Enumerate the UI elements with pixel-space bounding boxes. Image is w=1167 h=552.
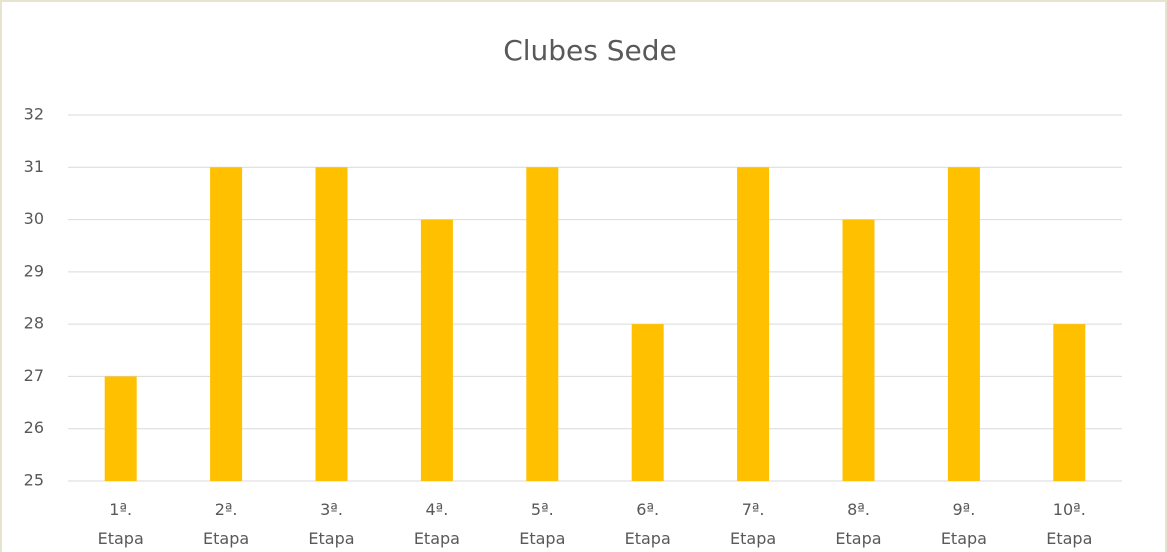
x-tick-label: 3ª. Etapa <box>308 500 354 548</box>
x-tick-label-line: Etapa <box>625 529 671 548</box>
x-tick-label: 10ª. Etapa <box>1046 500 1092 548</box>
bar <box>526 167 559 482</box>
bar <box>420 219 453 482</box>
x-tick-label: 8ª. Etapa <box>835 500 881 548</box>
bar <box>104 376 137 481</box>
y-tick-label: 31 <box>24 157 44 176</box>
x-tick-label-line: 4ª. <box>425 500 448 519</box>
x-tick-label-line: Etapa <box>941 529 987 548</box>
y-tick-label: 29 <box>24 261 44 280</box>
x-tick-label-line: Etapa <box>414 529 460 548</box>
x-tick-label: 6ª. Etapa <box>625 500 671 548</box>
x-tick-label-line: 6ª. <box>636 500 659 519</box>
x-tick-label: 9ª. Etapa <box>941 500 987 548</box>
x-tick-label-line: Etapa <box>519 529 565 548</box>
y-tick-label: 25 <box>24 471 44 490</box>
x-tick-label-line: 3ª. <box>320 500 343 519</box>
bar <box>631 324 664 481</box>
bar <box>842 219 875 482</box>
x-tick-label-line: 5ª. <box>531 500 554 519</box>
x-tick-label-line: Etapa <box>1046 529 1092 548</box>
x-tick-label-line: 9ª. <box>952 500 975 519</box>
x-tick-label: 4ª. Etapa <box>414 500 460 548</box>
x-tick-label: 5ª. Etapa <box>519 500 565 548</box>
bar <box>1053 324 1086 481</box>
x-tick-label-line: 10ª. <box>1053 500 1086 519</box>
x-tick-label-line: 1ª. <box>109 500 132 519</box>
x-tick-label-line: Etapa <box>730 529 776 548</box>
bar <box>737 167 770 482</box>
bar <box>947 167 980 482</box>
x-tick-label-line: Etapa <box>308 529 354 548</box>
x-tick-label-line: 8ª. <box>847 500 870 519</box>
x-tick-label-line: Etapa <box>203 529 249 548</box>
x-tick-label-line: Etapa <box>98 529 144 548</box>
bar <box>315 167 348 482</box>
y-tick-label: 32 <box>24 105 44 124</box>
x-tick-label-line: Etapa <box>835 529 881 548</box>
x-tick-label-line: 2ª. <box>215 500 238 519</box>
bar <box>210 167 243 482</box>
x-tick-label-line: 7ª. <box>742 500 765 519</box>
x-tick-label: 2ª. Etapa <box>203 500 249 548</box>
y-tick-label: 30 <box>24 209 44 228</box>
x-tick-label: 1ª. Etapa <box>98 500 144 548</box>
y-tick-label: 27 <box>24 366 44 385</box>
y-tick-label: 28 <box>24 314 44 333</box>
chart-title: Clubes Sede <box>503 34 677 67</box>
y-tick-label: 26 <box>24 418 44 437</box>
x-tick-label: 7ª. Etapa <box>730 500 776 548</box>
